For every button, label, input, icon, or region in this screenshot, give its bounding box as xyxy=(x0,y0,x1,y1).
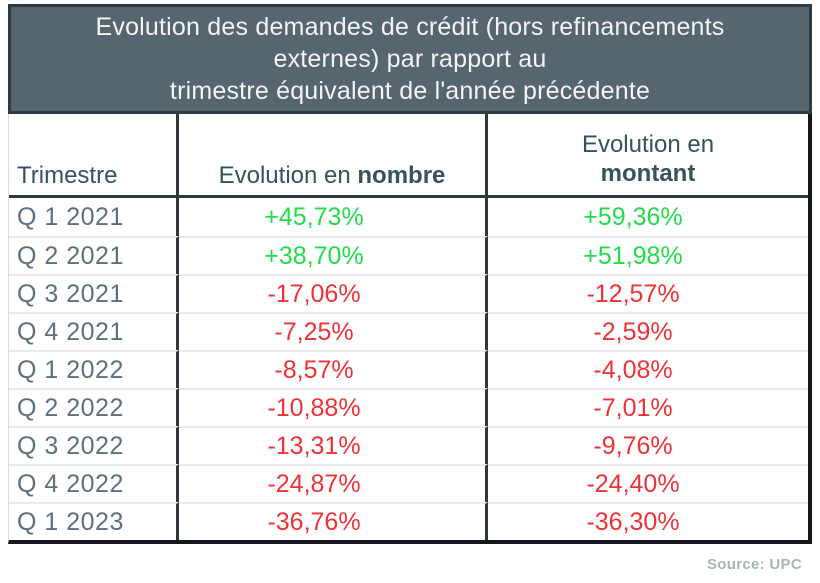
table-row: Q 1 2022 -8,57% -4,08% xyxy=(9,350,808,388)
quarter-label: Q 3 2021 xyxy=(9,274,179,312)
nombre-value: -24,87% xyxy=(179,464,488,502)
montant-value: -9,76% xyxy=(488,426,808,464)
table-row: Q 1 2023 -36,76% -36,30% xyxy=(9,502,808,540)
table-title: Evolution des demandes de crédit (hors r… xyxy=(8,4,812,114)
table-row: Q 1 2021 +45,73% +59,36% xyxy=(9,198,808,236)
title-line-2: externes) par rapport au xyxy=(273,45,547,73)
quarter-label: Q 1 2022 xyxy=(9,350,179,388)
table-header-row: Trimestre Evolution en nombre Evolution … xyxy=(9,114,808,198)
title-line-1: Evolution des demandes de crédit (hors r… xyxy=(95,13,725,41)
table-row: Q 2 2022 -10,88% -7,01% xyxy=(9,388,808,426)
nombre-value: -13,31% xyxy=(179,426,488,464)
credit-evolution-table: Trimestre Evolution en nombre Evolution … xyxy=(8,114,812,544)
quarter-label: Q 1 2021 xyxy=(9,198,179,236)
montant-value: -7,01% xyxy=(488,388,808,426)
column-header-montant-line2: montant xyxy=(600,160,696,187)
column-header-montant-line1: Evolution en xyxy=(581,131,715,158)
title-line-3: trimestre équivalent de l'année précéden… xyxy=(169,77,651,105)
quarter-label: Q 4 2021 xyxy=(9,312,179,350)
nombre-value: -8,57% xyxy=(179,350,488,388)
quarter-label: Q 4 2022 xyxy=(9,464,179,502)
nombre-value: -36,76% xyxy=(179,502,488,540)
table-row: Q 3 2022 -13,31% -9,76% xyxy=(9,426,808,464)
column-header-montant: Evolution en montant xyxy=(488,114,808,195)
table-row: Q 3 2021 -17,06% -12,57% xyxy=(9,274,808,312)
nombre-value: +38,70% xyxy=(179,236,488,274)
montant-value: -12,57% xyxy=(488,274,808,312)
montant-value: -4,08% xyxy=(488,350,808,388)
column-header-nombre-prefix: Evolution en xyxy=(218,162,358,189)
column-header-trimestre: Trimestre xyxy=(9,114,179,195)
table-row: Q 4 2022 -24,87% -24,40% xyxy=(9,464,808,502)
quarter-label: Q 2 2021 xyxy=(9,236,179,274)
nombre-value: -7,25% xyxy=(179,312,488,350)
montant-value: +51,98% xyxy=(488,236,808,274)
nombre-value: -10,88% xyxy=(179,388,488,426)
quarter-label: Q 3 2022 xyxy=(9,426,179,464)
montant-value: -2,59% xyxy=(488,312,808,350)
nombre-value: +45,73% xyxy=(179,198,488,236)
nombre-value: -17,06% xyxy=(179,274,488,312)
montant-value: -24,40% xyxy=(488,464,808,502)
table-row: Q 2 2021 +38,70% +51,98% xyxy=(9,236,808,274)
table-row: Q 4 2021 -7,25% -2,59% xyxy=(9,312,808,350)
quarter-label: Q 2 2022 xyxy=(9,388,179,426)
montant-value: +59,36% xyxy=(583,202,683,231)
column-header-nombre-bold: nombre xyxy=(357,162,446,189)
column-header-nombre: Evolution en nombre xyxy=(179,114,488,195)
quarter-label: Q 1 2023 xyxy=(9,502,179,540)
source-label: Source: UPC xyxy=(707,556,802,573)
montant-value: -36,30% xyxy=(488,502,808,540)
